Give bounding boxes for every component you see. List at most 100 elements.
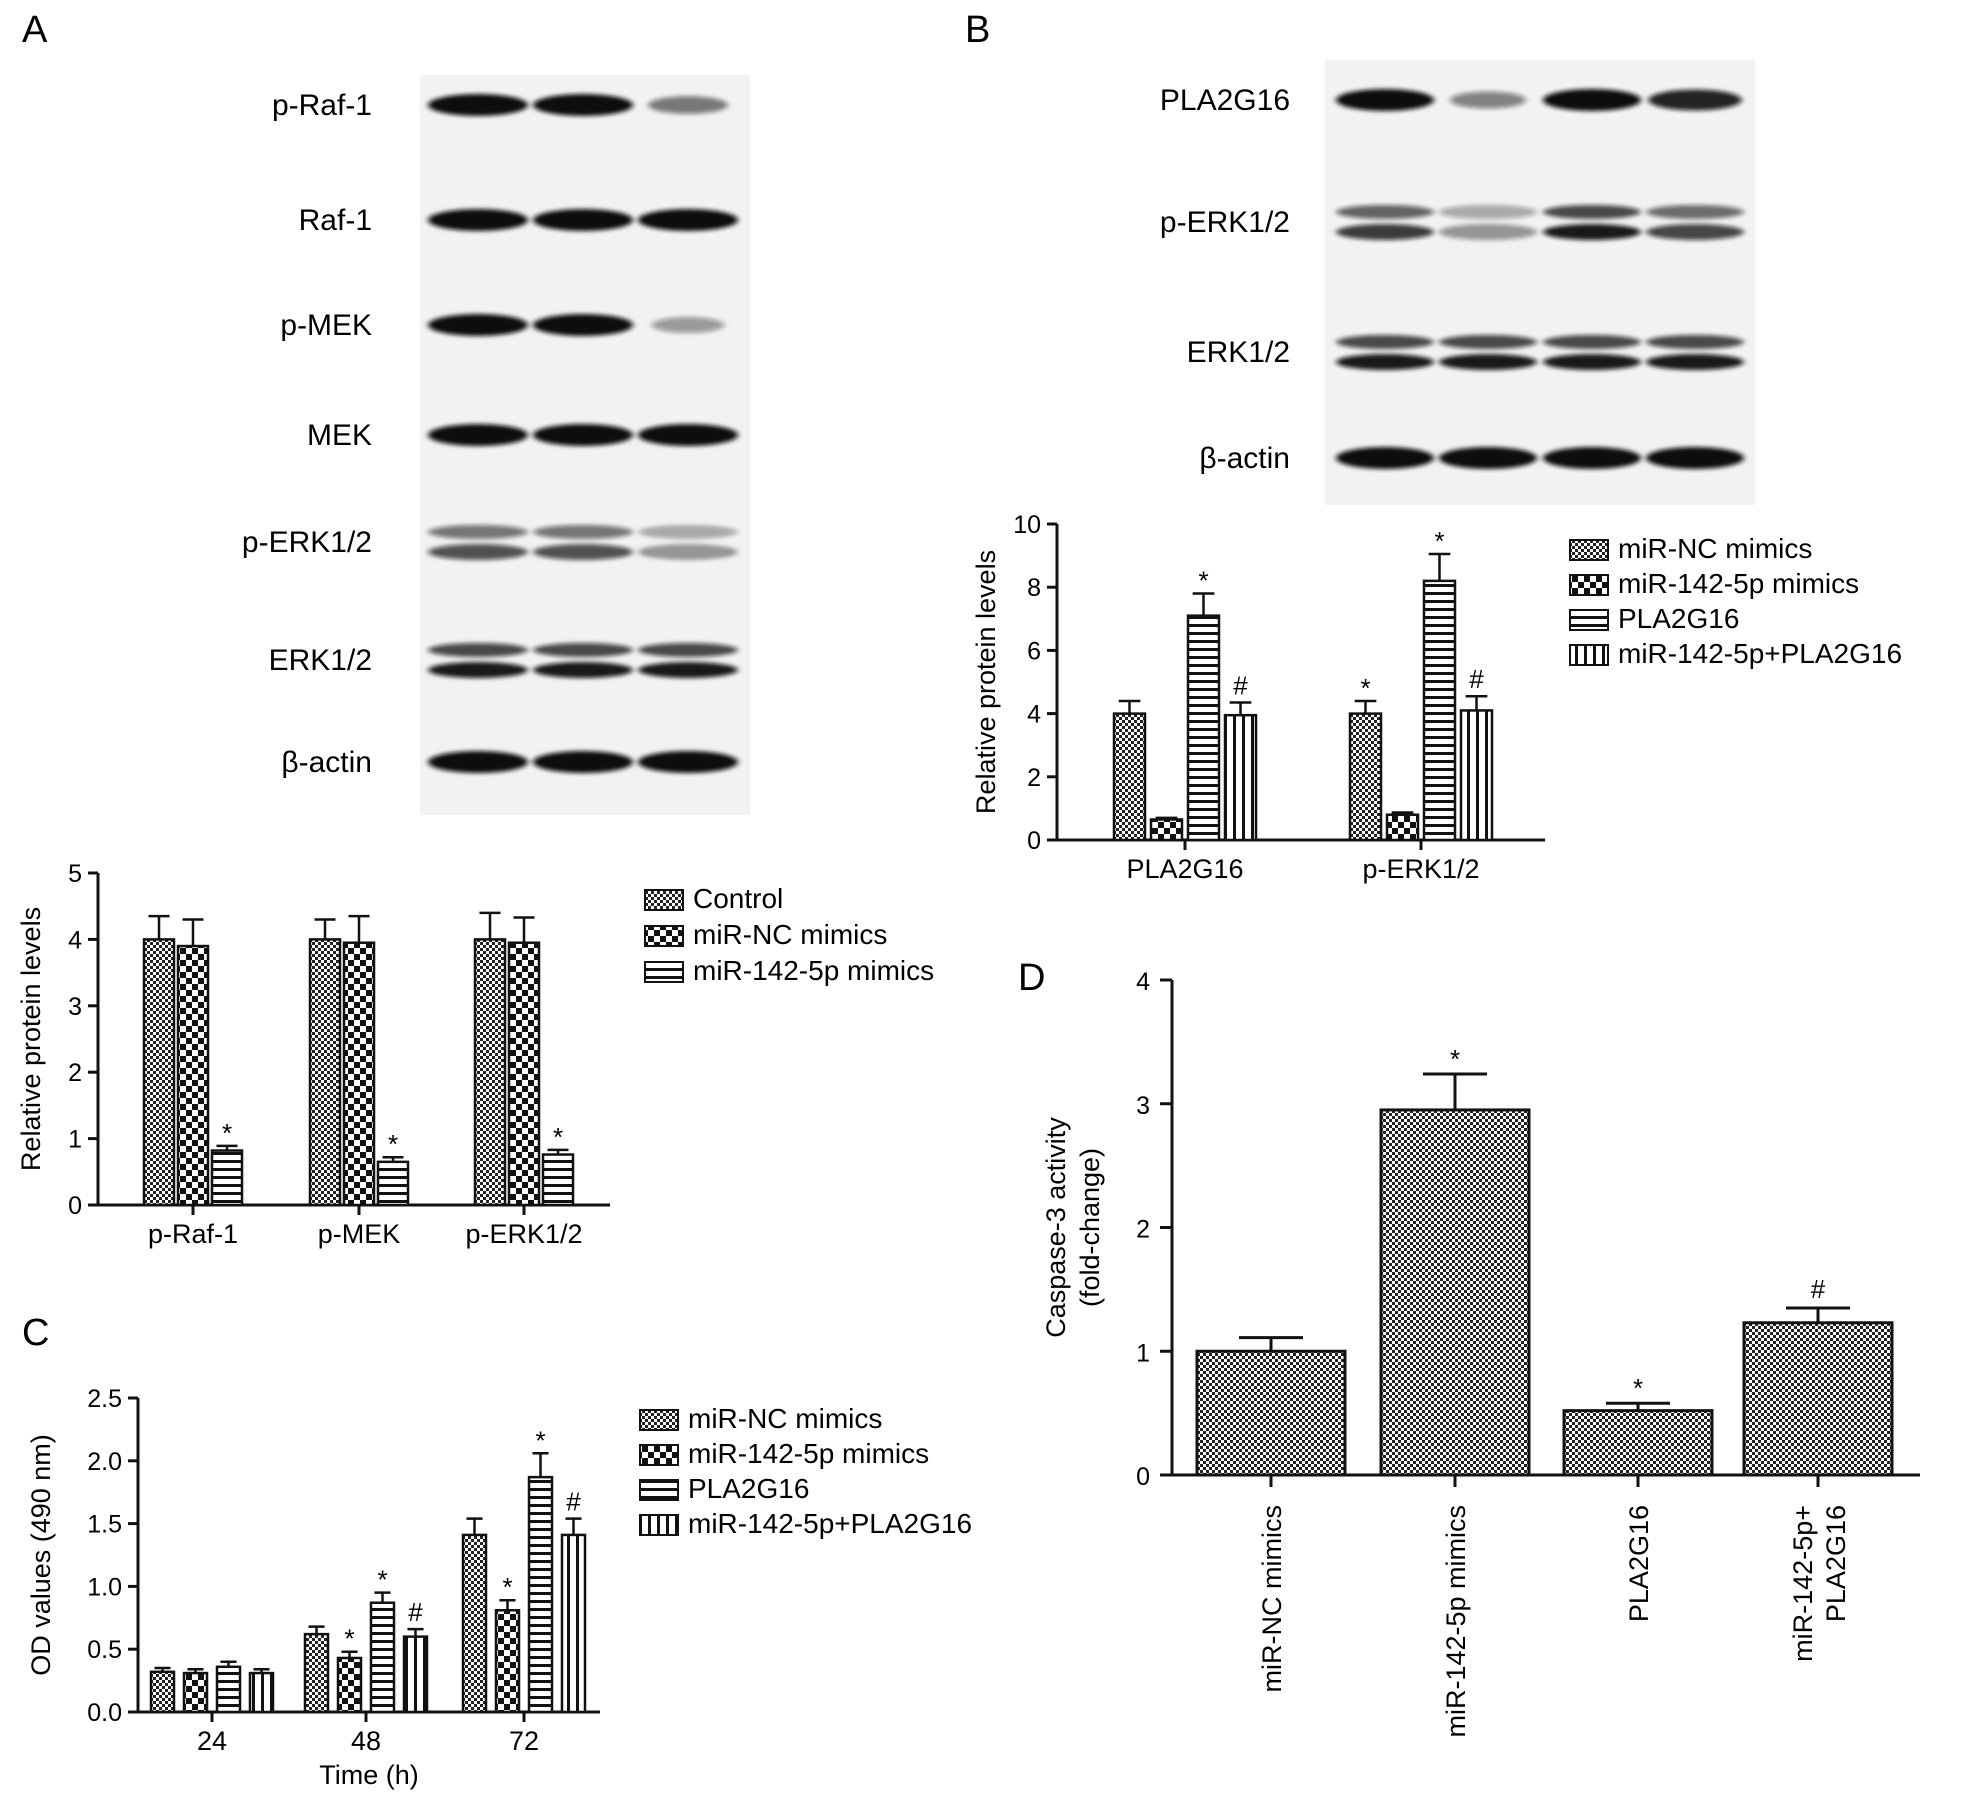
blot-band bbox=[428, 544, 528, 560]
legend-swatch bbox=[639, 1409, 679, 1431]
blot-row-label: ERK1/2 bbox=[1187, 336, 1290, 369]
bar bbox=[527, 1475, 554, 1714]
bar bbox=[461, 1533, 488, 1714]
y-tick-label: 10 bbox=[1013, 511, 1041, 539]
legend-swatch bbox=[1569, 644, 1609, 666]
legend-swatch bbox=[644, 925, 684, 947]
legend-swatch bbox=[644, 961, 684, 983]
x-axis-title: Time (h) bbox=[319, 1760, 419, 1790]
legend-swatch bbox=[639, 1479, 679, 1501]
x-tick-label: p-Raf-1 bbox=[148, 1219, 238, 1249]
blot-band bbox=[638, 643, 738, 657]
significance-mark: # bbox=[1469, 664, 1484, 694]
x-tick-label-line: miR-142-5p+ bbox=[1788, 1505, 1818, 1662]
bar bbox=[215, 1665, 242, 1714]
legend-swatch bbox=[1569, 539, 1609, 561]
y-tick-label: 1.5 bbox=[87, 1511, 122, 1539]
blot-band bbox=[1336, 447, 1434, 469]
y-tick-label: 4 bbox=[68, 926, 82, 954]
y-tick-label: 5 bbox=[68, 860, 82, 888]
y-tick-label: 2 bbox=[1136, 1216, 1150, 1244]
x-tick-label-line: miR-142-5p mimics bbox=[1441, 1505, 1471, 1738]
legend-label: miR-142-5p mimics bbox=[1618, 568, 1859, 599]
blot-row-label: p-Raf-1 bbox=[272, 89, 372, 122]
bar bbox=[142, 938, 176, 1207]
legend-label: miR-NC mimics bbox=[688, 1403, 882, 1434]
legend-a: Control miR-NC mimics miR-142-5p mimics bbox=[644, 883, 934, 986]
legend-swatch bbox=[639, 1444, 679, 1466]
legend-label: PLA2G16 bbox=[1618, 603, 1739, 634]
blot-row-label: Raf-1 bbox=[299, 204, 372, 237]
significance-mark: * bbox=[1360, 673, 1370, 703]
bar-chart-d: 0 1 2 3 4 Caspase-3 activity (fold-change) miR-… bbox=[1041, 968, 1920, 1738]
blot-band bbox=[1439, 224, 1537, 240]
blot-band bbox=[1646, 447, 1744, 469]
blot-membrane bbox=[1325, 60, 1755, 505]
y-axis-title-line: (fold-change) bbox=[1075, 1148, 1105, 1307]
bar bbox=[1379, 1108, 1531, 1477]
legend-label: miR-142-5p mimics bbox=[693, 955, 934, 986]
significance-mark: * bbox=[1198, 566, 1208, 596]
blot-band bbox=[1439, 335, 1537, 349]
blot-band bbox=[533, 544, 633, 560]
blot-band bbox=[1543, 89, 1641, 111]
significance-mark: * bbox=[344, 1624, 354, 1654]
significance-mark: * bbox=[1633, 1373, 1643, 1403]
blot-band bbox=[1336, 205, 1434, 219]
bar bbox=[560, 1533, 587, 1714]
legend-label: miR-NC mimics bbox=[1618, 533, 1812, 564]
bar bbox=[210, 1149, 244, 1207]
bar bbox=[541, 1153, 575, 1207]
blot-band bbox=[1336, 335, 1434, 349]
legend-c: miR-NC mimics miR-142-5p mimics PLA2G16 miR… bbox=[639, 1403, 972, 1539]
blot-band bbox=[533, 94, 633, 116]
bar bbox=[248, 1671, 275, 1714]
blot-band bbox=[428, 751, 528, 773]
bar bbox=[494, 1609, 521, 1714]
blot-band bbox=[638, 662, 738, 678]
legend-swatch bbox=[1569, 609, 1609, 631]
legend-label: miR-142-5p+PLA2G16 bbox=[1618, 638, 1902, 669]
blot-band bbox=[428, 314, 528, 336]
y-tick-label: 0.0 bbox=[87, 1699, 122, 1727]
bar bbox=[149, 1670, 176, 1714]
y-tick-label: 1 bbox=[68, 1126, 82, 1154]
blot-band bbox=[1336, 224, 1434, 240]
bar bbox=[402, 1635, 429, 1714]
blot-band bbox=[533, 751, 633, 773]
blot-row-label: p-MEK bbox=[280, 309, 372, 342]
blot-band bbox=[638, 544, 738, 560]
panel-letter-a: A bbox=[22, 9, 48, 51]
blot-row-label: p-ERK1/2 bbox=[242, 526, 372, 559]
blot-band bbox=[533, 662, 633, 678]
legend-b: miR-NC mimics miR-142-5p mimics PLA2G16 miR… bbox=[1569, 533, 1902, 669]
blot-band bbox=[1336, 354, 1434, 370]
bar bbox=[473, 938, 507, 1207]
bar bbox=[1186, 614, 1221, 842]
x-tick-label: miR-142-5p mimics bbox=[1441, 1505, 1471, 1738]
y-axis-title: Caspase-3 activity (fold-change) bbox=[1041, 1117, 1105, 1338]
significance-mark: # bbox=[566, 1487, 581, 1517]
y-tick-label: 3 bbox=[68, 993, 82, 1021]
bar bbox=[342, 941, 376, 1207]
y-tick-label: 2.5 bbox=[87, 1385, 122, 1413]
bar bbox=[1223, 713, 1258, 842]
blot-band bbox=[1336, 89, 1434, 111]
blot-band bbox=[428, 643, 528, 657]
blot-band bbox=[1439, 205, 1537, 219]
blot-band bbox=[638, 424, 738, 446]
bar-chart-c: 0.0 0.5 1.0 1.5 2.0 2.5 OD values (490 nm) 24 48… bbox=[26, 1385, 600, 1790]
blot-band bbox=[428, 424, 528, 446]
panel-letter-b: B bbox=[965, 9, 990, 51]
y-tick-label: 1.0 bbox=[87, 1573, 122, 1601]
legend-label: miR-142-5p+PLA2G16 bbox=[688, 1508, 972, 1539]
x-tick-label: 48 bbox=[351, 1726, 381, 1756]
bar bbox=[336, 1656, 363, 1714]
blot-band bbox=[638, 209, 738, 231]
y-axis-title-line: Caspase-3 activity bbox=[1041, 1117, 1071, 1338]
blot-row-label: β-actin bbox=[281, 746, 372, 779]
blot-band bbox=[1646, 224, 1744, 240]
significance-mark: * bbox=[502, 1572, 512, 1602]
bar bbox=[507, 941, 541, 1207]
